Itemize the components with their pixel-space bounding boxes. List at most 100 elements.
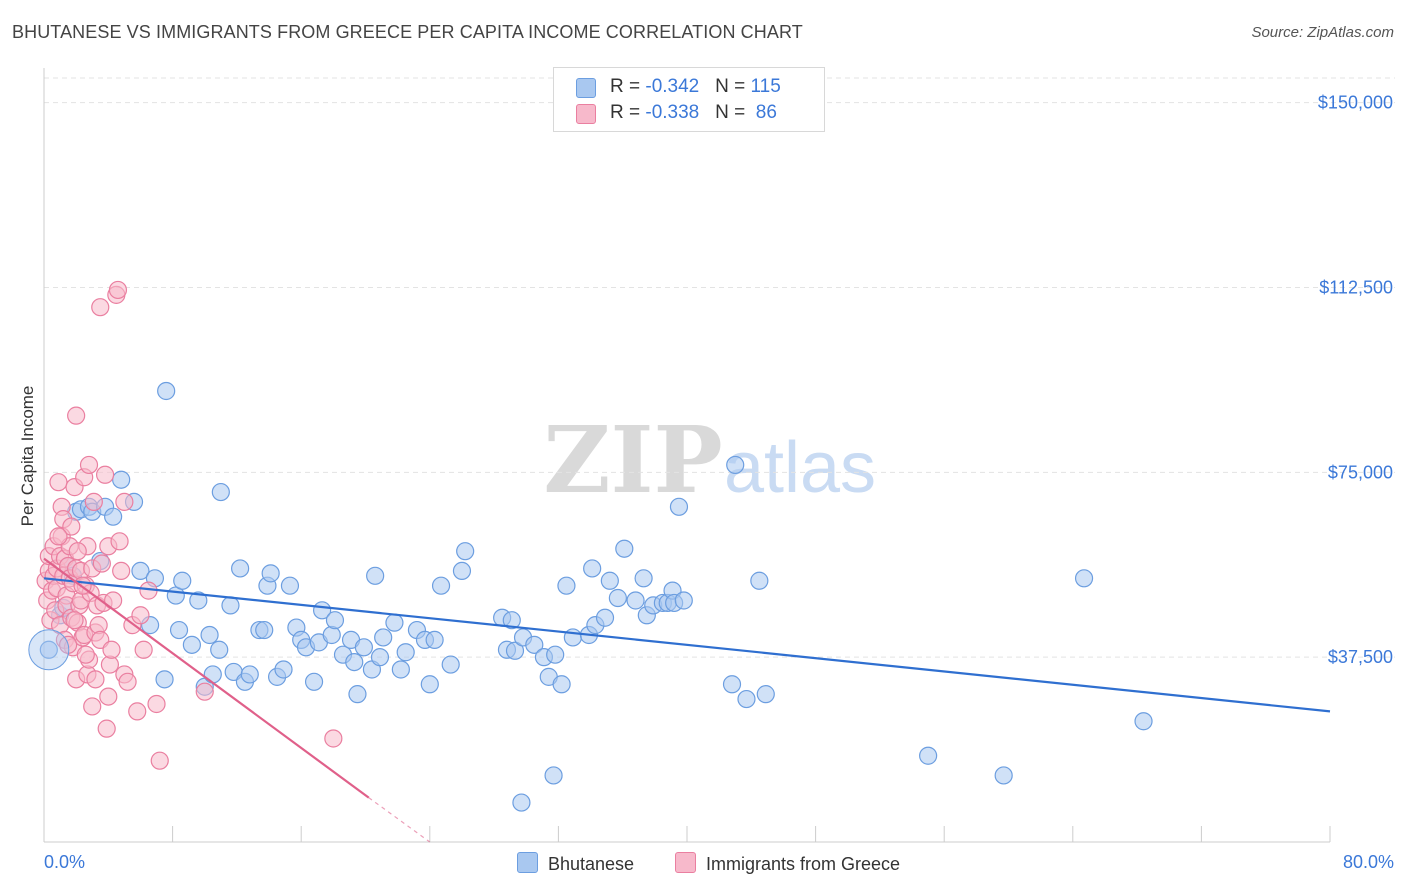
bhutanese-point — [756, 685, 775, 704]
greece-point — [79, 455, 99, 475]
source-label: Source: ZipAtlas.com — [1251, 24, 1394, 41]
greece-point — [118, 672, 137, 691]
greece-point — [67, 406, 86, 425]
greece-trend-extension — [368, 797, 431, 843]
bhutanese-point — [737, 689, 756, 709]
bhutanese-point — [600, 571, 619, 590]
bhutanese-point — [304, 672, 324, 691]
legend-n-value: 86 — [750, 102, 777, 123]
bhutanese-point — [274, 660, 293, 679]
greece-point — [83, 697, 102, 716]
greece-point — [86, 670, 105, 689]
greece-legend-swatch — [675, 852, 696, 873]
bhutanese-point — [261, 564, 280, 583]
greece-point — [324, 729, 343, 748]
legend-r-value: -0.338 — [645, 102, 700, 123]
bhutanese-point — [669, 497, 689, 516]
greece-point — [131, 606, 150, 625]
bhutanese-point — [169, 620, 189, 640]
bhutanese-point — [525, 635, 544, 654]
bhutanese-point — [182, 635, 201, 654]
bhutanese-point — [173, 571, 192, 590]
watermark-zip: ZIP — [543, 406, 722, 514]
y-tick-label: $150,000 — [1318, 93, 1393, 113]
bhutanese-point — [255, 620, 274, 640]
bhutanese-point — [155, 670, 174, 689]
greece-point — [112, 561, 131, 581]
bhutanese-point — [112, 470, 131, 489]
bhutanese-point — [552, 675, 571, 694]
bhutanese-point-large — [28, 629, 70, 671]
x-axis-min-label: 0.0% — [44, 852, 86, 872]
bhutanese-point — [370, 648, 390, 667]
bhutanese-point — [557, 576, 576, 595]
bhutanese-point — [634, 569, 653, 588]
bhutanese-point — [221, 596, 240, 615]
greece-point — [110, 532, 129, 551]
greece-point — [115, 492, 134, 511]
bhutanese-point — [431, 576, 451, 595]
watermark-atlas: atlas — [724, 428, 876, 508]
bhutanese-point — [240, 665, 259, 684]
bhutanese-point — [626, 591, 645, 610]
bottom-legend-greece: Immigrants from Greece — [675, 852, 900, 875]
bhutanese-point — [322, 625, 341, 645]
bhutanese-point — [420, 675, 439, 694]
y-tick-label: $75,000 — [1328, 462, 1393, 482]
greece-point — [62, 517, 81, 536]
bhutanese-point — [348, 685, 367, 704]
bhutanese-point — [374, 628, 393, 647]
bhutanese-point — [544, 766, 563, 785]
bhutanese-point — [595, 608, 615, 627]
bhutanese-point — [452, 561, 472, 581]
bhutanese-point — [391, 660, 410, 679]
greece-point — [91, 298, 110, 317]
greece-point — [97, 719, 116, 738]
bhutanese-point — [203, 665, 222, 684]
bhutanese-point — [583, 559, 602, 578]
greece-swatch — [576, 104, 596, 124]
bhutanese-point — [39, 640, 58, 659]
bhutanese-point — [726, 455, 745, 475]
bhutanese-point — [385, 613, 404, 632]
greece-point — [128, 702, 147, 721]
bhutanese-point — [512, 793, 531, 812]
bhutanese-point — [210, 640, 229, 659]
bhutanese-point — [104, 507, 123, 526]
bhutanese-point — [200, 625, 219, 645]
chart-title: BHUTANESE VS IMMIGRANTS FROM GREECE PER … — [12, 22, 803, 42]
greece-point — [76, 645, 95, 664]
bhutanese-point — [366, 566, 385, 585]
bhutanese-point — [502, 611, 521, 630]
greece-point — [84, 492, 103, 511]
greece-point — [65, 611, 84, 630]
correlation-legend: R = -0.342 N = 115 R = -0.338 N = 86 — [553, 67, 825, 132]
greece-legend-label: Immigrants from Greece — [706, 854, 901, 874]
bhutanese-point — [994, 766, 1013, 785]
bhutanese-legend-label: Bhutanese — [548, 854, 635, 874]
bhutanese-legend-swatch — [517, 852, 538, 873]
greece-point — [99, 687, 118, 706]
legend-r-label: R = — [610, 102, 646, 123]
bhutanese-point — [505, 641, 525, 660]
greece-point — [49, 527, 68, 546]
greece-point — [195, 682, 214, 701]
bhutanese-swatch — [576, 78, 596, 98]
y-axis-label: Per Capita Income — [18, 385, 37, 527]
legend-r-value: -0.342 — [645, 76, 700, 97]
bhutanese-point — [608, 588, 627, 608]
bottom-legend-bhutanese: Bhutanese — [517, 852, 634, 875]
greece-point — [147, 694, 166, 714]
greece-point — [108, 280, 128, 300]
greece-trend-line — [43, 557, 370, 799]
bhutanese-point — [546, 645, 565, 664]
bhutanese-point — [325, 611, 345, 630]
greece-point — [150, 751, 169, 770]
bhutanese-point — [396, 643, 415, 662]
legend-n-label: N = — [715, 76, 751, 97]
bhutanese-point — [189, 591, 208, 610]
x-axis-max-label: 80.0% — [1342, 852, 1394, 872]
bhutanese-point — [615, 539, 634, 558]
bhutanese-point — [1074, 569, 1094, 588]
bhutanese-point — [674, 591, 693, 610]
